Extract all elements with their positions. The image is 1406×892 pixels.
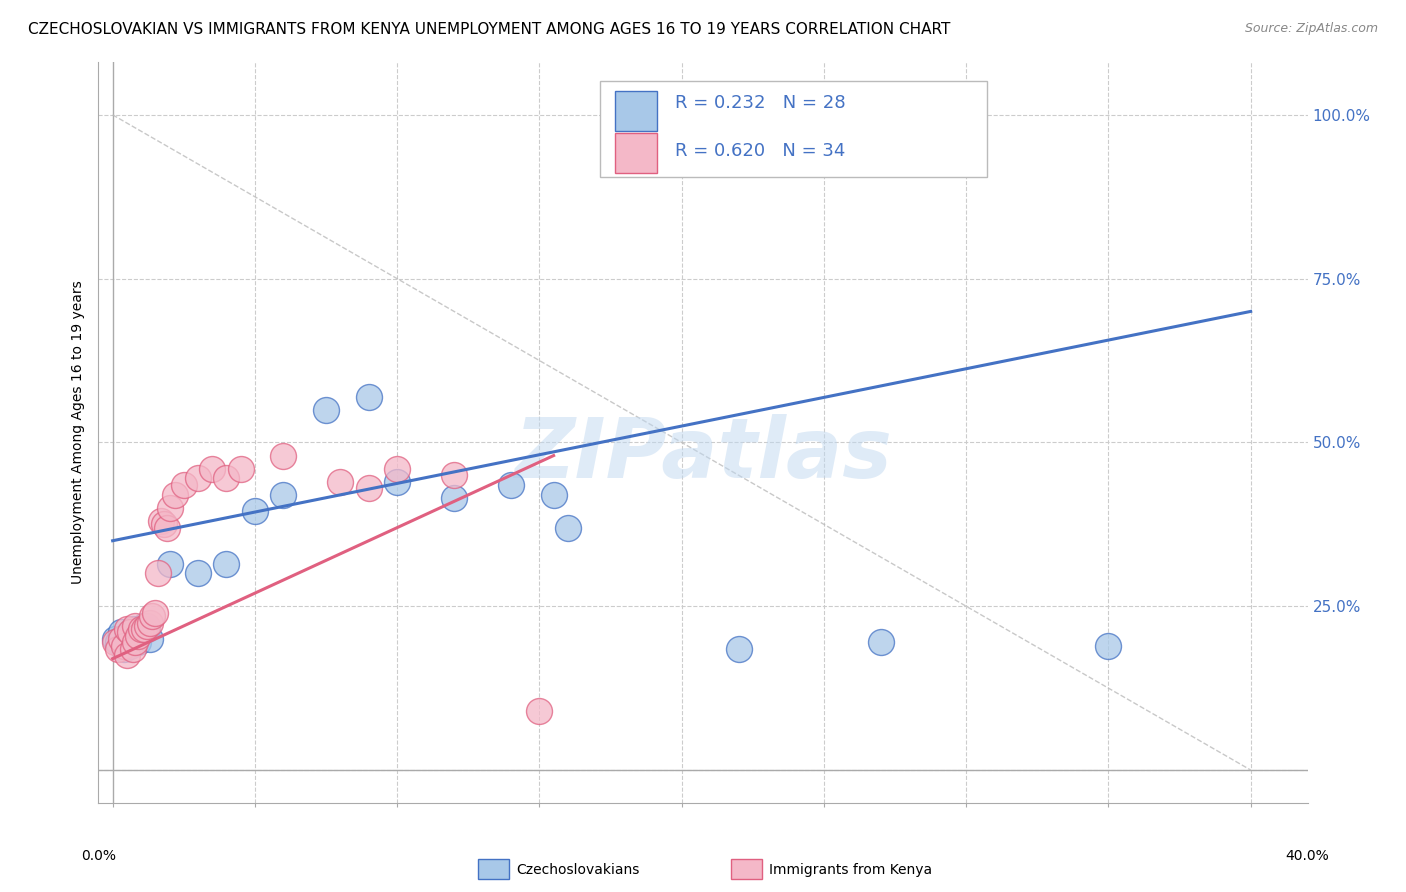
Point — [1097, 639, 1119, 653]
Point — [443, 468, 465, 483]
Point — [141, 609, 163, 624]
Text: R = 0.620   N = 34: R = 0.620 N = 34 — [675, 143, 845, 161]
Point — [129, 625, 152, 640]
Point — [869, 635, 891, 649]
Point — [127, 629, 149, 643]
Point — [143, 606, 166, 620]
Point — [124, 619, 146, 633]
Point — [499, 478, 522, 492]
Point — [557, 521, 579, 535]
Point — [115, 622, 138, 636]
Point — [110, 632, 132, 646]
Text: CZECHOSLOVAKIAN VS IMMIGRANTS FROM KENYA UNEMPLOYMENT AMONG AGES 16 TO 19 YEARS : CZECHOSLOVAKIAN VS IMMIGRANTS FROM KENYA… — [28, 22, 950, 37]
Point — [127, 635, 149, 649]
Point — [385, 475, 408, 489]
Text: Immigrants from Kenya: Immigrants from Kenya — [769, 863, 932, 877]
Point — [104, 632, 127, 646]
Point — [121, 622, 143, 636]
Text: ZIPatlas: ZIPatlas — [515, 414, 891, 495]
Point — [107, 635, 129, 649]
Point — [121, 641, 143, 656]
Point — [273, 449, 295, 463]
Point — [165, 488, 187, 502]
Point — [115, 648, 138, 663]
Point — [156, 521, 179, 535]
Point — [329, 475, 352, 489]
Point — [201, 461, 224, 475]
Point — [129, 622, 152, 636]
Text: R = 0.232   N = 28: R = 0.232 N = 28 — [675, 95, 846, 112]
Point — [273, 488, 295, 502]
Point — [138, 615, 160, 630]
Bar — [614, 91, 657, 131]
Point — [138, 632, 160, 646]
Point — [529, 704, 551, 718]
Text: 0.0%: 0.0% — [82, 849, 115, 863]
Point — [443, 491, 465, 505]
Point — [315, 402, 337, 417]
Point — [110, 625, 132, 640]
Point — [357, 390, 380, 404]
Text: Source: ZipAtlas.com: Source: ZipAtlas.com — [1244, 22, 1378, 36]
Point — [215, 557, 238, 571]
Point — [187, 566, 209, 581]
Point — [107, 641, 129, 656]
Y-axis label: Unemployment Among Ages 16 to 19 years: Unemployment Among Ages 16 to 19 years — [72, 281, 86, 584]
Point — [357, 481, 380, 495]
Point — [124, 635, 146, 649]
Point — [543, 488, 565, 502]
Point — [727, 641, 749, 656]
Point — [118, 625, 141, 640]
Point — [215, 471, 238, 485]
Point — [159, 500, 181, 515]
Point — [132, 622, 155, 636]
Bar — [614, 133, 657, 173]
Text: 40.0%: 40.0% — [1285, 849, 1330, 863]
Point — [112, 639, 135, 653]
Point — [124, 632, 146, 646]
Point — [115, 629, 138, 643]
Text: Czechoslovakians: Czechoslovakians — [516, 863, 640, 877]
Point — [173, 478, 195, 492]
Point — [104, 635, 127, 649]
Point — [385, 461, 408, 475]
Point — [187, 471, 209, 485]
Point — [132, 619, 155, 633]
Point — [135, 619, 157, 633]
Point — [229, 461, 252, 475]
Point — [135, 622, 157, 636]
Point — [159, 557, 181, 571]
Point — [146, 566, 169, 581]
Bar — [600, 81, 987, 178]
Point — [112, 641, 135, 656]
Point — [150, 514, 173, 528]
Point — [153, 517, 176, 532]
Point — [243, 504, 266, 518]
Point — [118, 639, 141, 653]
